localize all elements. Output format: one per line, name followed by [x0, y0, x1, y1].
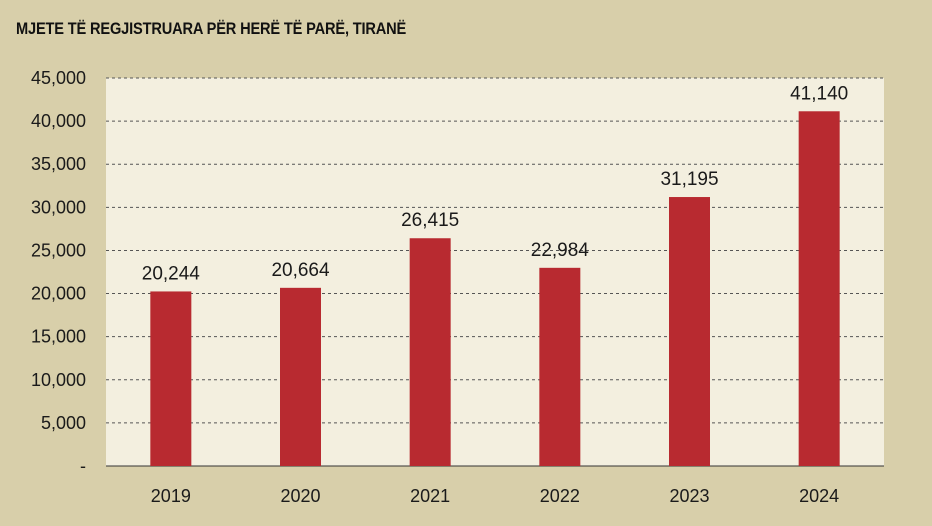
y-tick-label: 35,000 [31, 154, 86, 174]
data-label: 22,984 [531, 240, 590, 261]
data-label: 31,195 [660, 169, 718, 190]
x-tick-label: 2024 [799, 486, 839, 506]
bar [539, 267, 581, 466]
y-tick-label: 45,000 [31, 68, 86, 88]
x-tick-label: 2023 [669, 486, 709, 506]
x-tick-label: 2022 [540, 486, 580, 506]
y-tick-label: 25,000 [31, 240, 86, 260]
plot-area [106, 78, 884, 466]
y-tick-label: 5,000 [41, 413, 86, 433]
x-tick-label: 2019 [151, 486, 191, 506]
data-label: 26,415 [401, 210, 459, 231]
y-tick-label: 30,000 [31, 197, 86, 217]
bar [280, 287, 321, 466]
bar [150, 291, 192, 466]
y-tick-label: 15,000 [31, 327, 86, 347]
bar [669, 197, 710, 466]
y-tick-label: 40,000 [31, 111, 86, 131]
chart-title: MJETE TË REGJISTRUARA PËR HERË TË PARË, … [16, 19, 407, 38]
bar [409, 238, 451, 466]
y-tick-label: 20,000 [31, 284, 86, 304]
x-tick-label: 2021 [410, 486, 450, 506]
data-label: 20,244 [142, 263, 201, 284]
y-tick-label: - [80, 456, 86, 476]
x-tick-label: 2020 [280, 486, 320, 506]
bar [798, 111, 840, 467]
y-tick-label: 10,000 [31, 370, 86, 390]
data-label: 20,664 [271, 260, 330, 281]
data-label: 41,140 [790, 83, 848, 104]
